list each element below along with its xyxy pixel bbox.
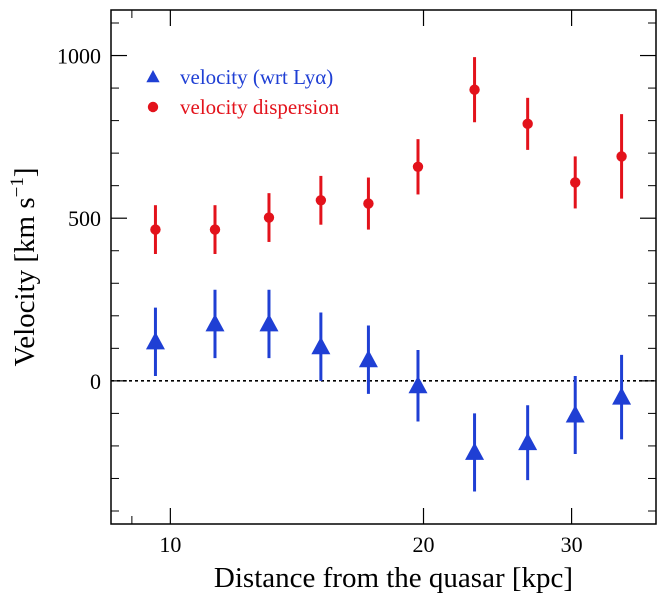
- y-axis-label-superscript: −1: [7, 177, 28, 197]
- data-markers: [145, 84, 632, 460]
- triangle-marker: [612, 387, 632, 405]
- circle-marker: [209, 224, 221, 235]
- circle-marker: [263, 212, 275, 223]
- triangle-marker: [205, 313, 225, 332]
- triangle-marker: [465, 442, 485, 460]
- tick-labels: 10 20 30 0 500 1000: [57, 44, 583, 557]
- error-bars: [153, 57, 624, 492]
- y-axis-label-main: Velocity [km s: [9, 197, 41, 366]
- triangle-marker: [311, 336, 331, 355]
- circle-marker: [469, 84, 480, 95]
- x-tick-label: 20: [413, 532, 435, 557]
- circle-marker: [412, 161, 424, 173]
- triangle-marker: [408, 375, 428, 394]
- legend-label-velocity: velocity (wrt Lyα): [180, 65, 333, 89]
- circle-marker: [522, 118, 533, 130]
- circle-marker: [315, 195, 327, 206]
- axis-ticks: [111, 10, 656, 524]
- legend-label-velocity-dispersion: velocity dispersion: [180, 95, 340, 119]
- triangle-marker: [145, 331, 165, 350]
- circle-marker: [616, 151, 627, 162]
- legend-circle-marker: [147, 101, 159, 113]
- x-tick-label: 10: [159, 532, 181, 557]
- y-tick-label: 0: [90, 369, 101, 394]
- legend-triangle-marker: [146, 70, 160, 83]
- triangle-marker: [565, 405, 585, 423]
- x-tick-label: 30: [561, 532, 583, 557]
- y-tick-label: 500: [68, 206, 101, 231]
- legend: velocity (wrt Lyα) velocity dispersion: [146, 65, 340, 119]
- circle-marker: [363, 198, 374, 209]
- y-tick-label: 1000: [57, 44, 101, 69]
- x-axis-label: Distance from the quasar [kpc]: [214, 562, 573, 594]
- plot-frame: [110, 9, 657, 525]
- circle-marker: [570, 177, 581, 188]
- circle-marker: [150, 224, 161, 235]
- y-axis-label: Velocity [km s−1]: [7, 167, 41, 366]
- triangle-marker: [259, 313, 279, 332]
- y-axis-label-end: ]: [9, 167, 41, 177]
- triangle-marker: [358, 349, 378, 368]
- triangle-marker: [518, 432, 538, 451]
